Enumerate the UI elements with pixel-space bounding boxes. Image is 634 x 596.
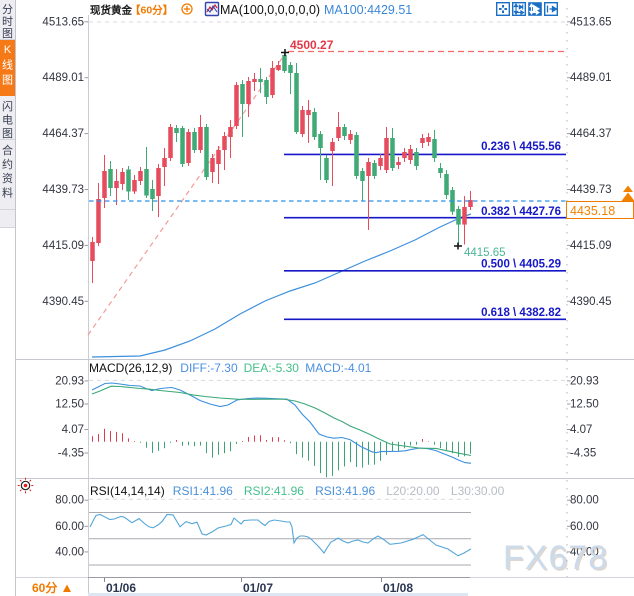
svg-text:RSI3:41.96: RSI3:41.96 — [315, 484, 375, 498]
svg-text:线: 线 — [2, 58, 13, 72]
svg-text:FX678: FX678 — [503, 539, 608, 577]
svg-text:现货黄金: 现货黄金 — [90, 4, 132, 17]
svg-text:60.00: 60.00 — [55, 521, 84, 533]
svg-text:40.00: 40.00 — [570, 546, 599, 558]
svg-text:4489.01: 4489.01 — [42, 72, 84, 84]
svg-text:L30:30.00: L30:30.00 — [451, 484, 505, 498]
svg-text:12.50: 12.50 — [570, 399, 599, 411]
svg-text:MA(100,0,0,0,0,0): MA(100,0,0,0,0,0) — [220, 3, 320, 17]
svg-text:4439.73: 4439.73 — [42, 184, 84, 196]
svg-text:0.236 \ 4455.56: 0.236 \ 4455.56 — [481, 141, 561, 153]
svg-text:时: 时 — [2, 15, 13, 28]
svg-text:4415.09: 4415.09 — [570, 240, 612, 252]
svg-text:RSI1:41.96: RSI1:41.96 — [173, 484, 233, 498]
svg-text:FX678: FX678 — [505, 541, 610, 579]
svg-text:图: 图 — [2, 27, 13, 40]
svg-text:60.00: 60.00 — [570, 521, 599, 533]
svg-text:01/07: 01/07 — [243, 581, 273, 595]
svg-text:4439.73: 4439.73 — [570, 184, 612, 196]
svg-text:20.93: 20.93 — [570, 375, 599, 387]
svg-text:20.93: 20.93 — [55, 375, 84, 387]
svg-text:资: 资 — [2, 172, 13, 185]
svg-text:80.00: 80.00 — [570, 495, 599, 507]
svg-text:01/08: 01/08 — [383, 581, 413, 595]
svg-text:60分: 60分 — [32, 580, 57, 595]
svg-text:约: 约 — [2, 158, 13, 171]
svg-text:图: 图 — [2, 127, 13, 140]
svg-text:40.00: 40.00 — [55, 546, 84, 558]
svg-text:4513.65: 4513.65 — [42, 16, 84, 28]
svg-text:4464.37: 4464.37 — [570, 128, 612, 140]
svg-text:MACD:-4.01: MACD:-4.01 — [305, 361, 371, 375]
svg-text:80.00: 80.00 — [55, 495, 84, 507]
svg-text:合: 合 — [2, 143, 13, 157]
svg-text:4390.45: 4390.45 — [42, 296, 84, 308]
svg-text:电: 电 — [2, 114, 13, 127]
svg-text:0.618 \ 4382.82: 0.618 \ 4382.82 — [481, 307, 561, 319]
svg-text:4415.09: 4415.09 — [42, 240, 84, 252]
svg-text:01/06: 01/06 — [106, 581, 136, 595]
svg-text:4.07: 4.07 — [570, 424, 592, 436]
svg-text:MA100:4429.51: MA100:4429.51 — [324, 3, 412, 17]
svg-text:0.500 \ 4405.29: 0.500 \ 4405.29 — [481, 259, 561, 271]
svg-text:【60分】: 【60分】 — [130, 4, 173, 17]
svg-text:RSI2:41.96: RSI2:41.96 — [244, 484, 304, 498]
svg-text:12.50: 12.50 — [55, 399, 84, 411]
svg-text:-4.35: -4.35 — [58, 448, 84, 460]
svg-text:料: 料 — [2, 186, 13, 200]
svg-text:分: 分 — [2, 3, 13, 16]
svg-text:4.07: 4.07 — [62, 424, 84, 436]
svg-text:4435.18: 4435.18 — [570, 204, 615, 218]
svg-text:4513.65: 4513.65 — [570, 16, 612, 28]
svg-text:DIFF:-7.30: DIFF:-7.30 — [180, 361, 238, 375]
svg-text:4464.37: 4464.37 — [42, 128, 84, 140]
svg-text:4500.27: 4500.27 — [290, 38, 334, 52]
svg-text:-4.35: -4.35 — [570, 448, 596, 460]
svg-text:图: 图 — [2, 74, 13, 87]
svg-text:MACD(26,12,9): MACD(26,12,9) — [89, 361, 172, 375]
svg-text:闪: 闪 — [2, 99, 13, 113]
svg-text:DEA:-5.30: DEA:-5.30 — [244, 361, 300, 375]
svg-text:RSI(14,14,14): RSI(14,14,14) — [90, 484, 165, 498]
svg-text:4415.65: 4415.65 — [464, 247, 506, 259]
svg-text:4489.01: 4489.01 — [570, 72, 612, 84]
svg-text:0.382 \ 4427.76: 0.382 \ 4427.76 — [481, 206, 561, 218]
svg-text:K: K — [4, 44, 12, 56]
svg-text:L20:20.00: L20:20.00 — [386, 484, 440, 498]
svg-text:4390.45: 4390.45 — [570, 296, 612, 308]
